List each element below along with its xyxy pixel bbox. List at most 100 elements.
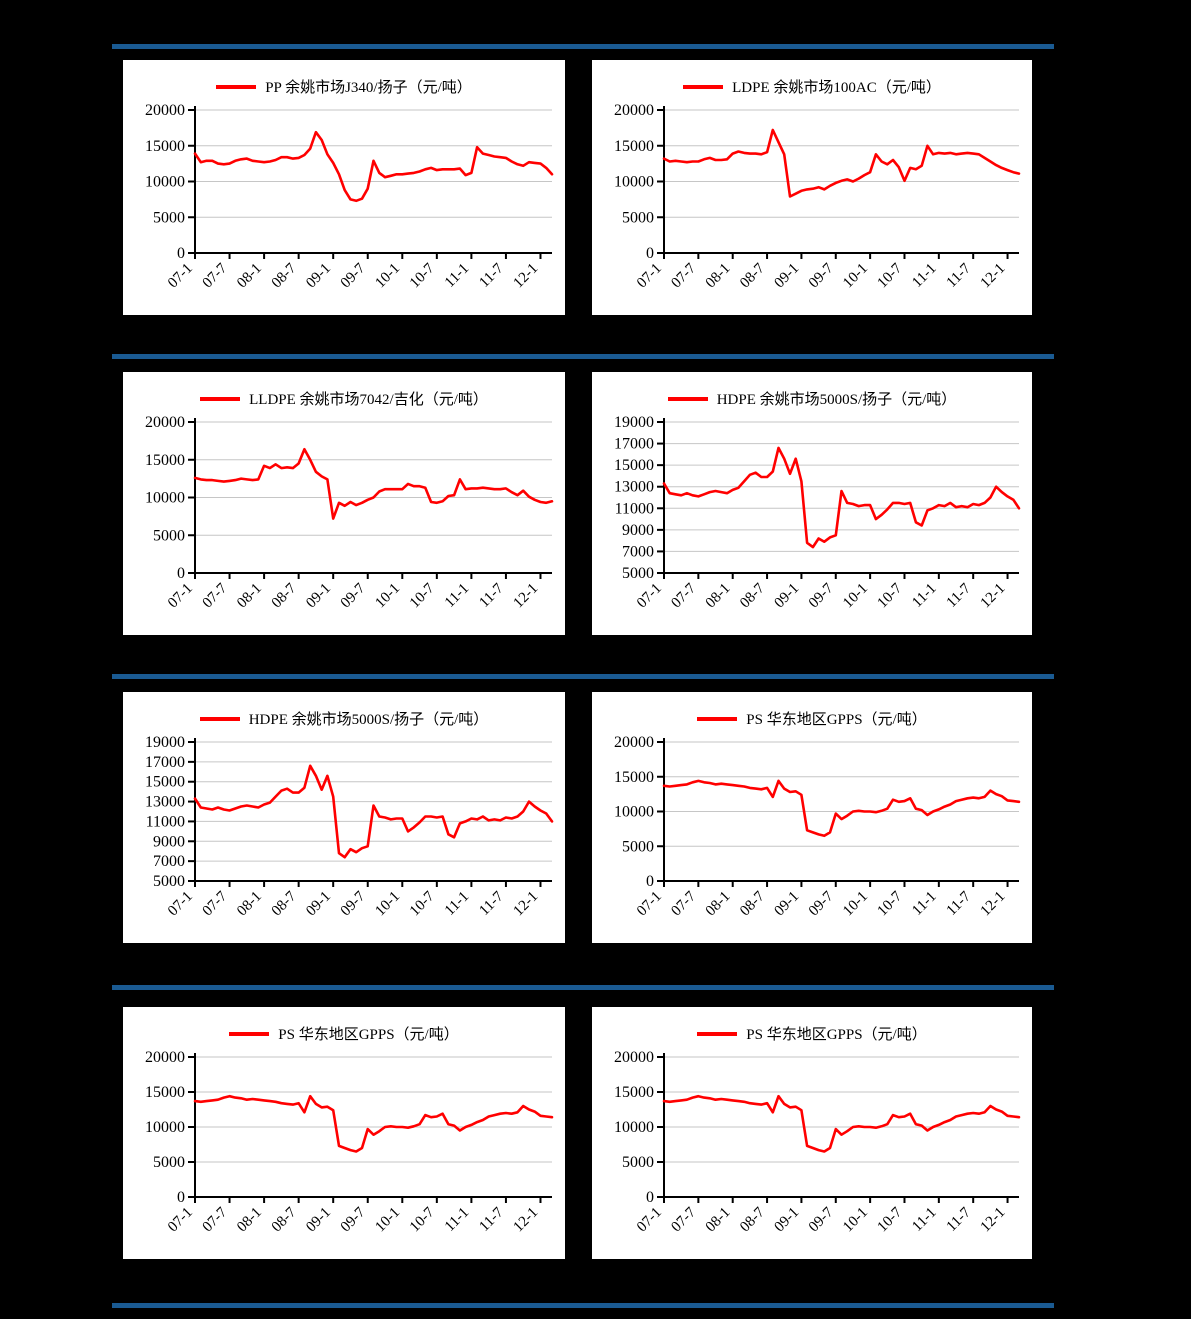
x-tick-label: 10-7: [875, 888, 906, 919]
x-tick-label: 11-1: [909, 261, 939, 291]
price-series-line: [193, 447, 554, 520]
x-tick-label: 11-7: [944, 580, 975, 611]
y-tick-label: 0: [646, 1189, 654, 1206]
x-tick-label: 08-7: [737, 1204, 768, 1235]
x-tick-label: 10-7: [407, 260, 438, 291]
x-tick-label: 11-1: [442, 581, 472, 611]
x-tick-label: 09-7: [338, 888, 369, 919]
separator-bar-4: [112, 985, 1054, 990]
x-tick-label: 12-1: [978, 889, 1009, 920]
y-tick-label: 10000: [145, 1119, 185, 1136]
x-tick-label: 08-7: [737, 888, 768, 919]
chart-panel-7: PS 华东地区GPPS（元/吨） 0 5000 10000 15000 20000 07-1…: [123, 1007, 565, 1259]
y-tick-label: 5000: [622, 209, 654, 226]
x-tick-label: 11-1: [442, 889, 472, 919]
y-tick-label: 5000: [153, 527, 185, 544]
chart-panel-1: PP 余姚市场J340/扬子（元/吨） 0 5000 10000 15000 20000 0…: [123, 60, 565, 315]
y-tick-label: 0: [177, 565, 185, 582]
x-tick-label: 10-7: [875, 260, 906, 291]
x-tick-label: 07-7: [200, 580, 231, 611]
x-tick-label: 11-1: [909, 581, 939, 611]
x-tick-label: 07-1: [634, 581, 665, 612]
x-tick-label: 10-7: [407, 888, 438, 919]
y-tick-label: 5000: [622, 838, 654, 855]
x-tick-label: 10-7: [875, 1204, 906, 1235]
x-tick-label: 08-7: [269, 888, 300, 919]
x-tick-label: 11-7: [476, 260, 507, 291]
price-series-line: [193, 130, 554, 203]
x-tick-label: 08-7: [737, 580, 768, 611]
legend-line-marker: [199, 716, 240, 721]
y-tick-label: 13000: [614, 479, 654, 496]
y-tick-label: 10000: [614, 804, 654, 821]
x-tick-label: 11-7: [944, 260, 975, 291]
y-tick-label: 13000: [145, 794, 185, 811]
x-tick-label: 09-1: [771, 261, 802, 292]
chart-legend: LLDPE 余姚市场7042/吉化（元/吨）: [123, 372, 565, 410]
y-tick-label: 7000: [622, 543, 654, 560]
chart-legend: HDPE 余姚市场5000S/扬子（元/吨）: [123, 692, 565, 730]
x-tick-label: 07-1: [165, 1205, 196, 1236]
y-tick-label: 20000: [145, 1049, 185, 1066]
x-tick-label: 07-1: [634, 1205, 665, 1236]
x-tick-label: 07-7: [668, 888, 699, 919]
x-tick-label: 07-7: [668, 260, 699, 291]
chart-panel-2: LDPE 余姚市场100AC（元/吨） 0 5000 10000 15000 20000 0…: [592, 60, 1032, 315]
legend-series-label: PP 余姚市场J340/扬子（元/吨）: [265, 80, 472, 96]
x-tick-label: 09-7: [806, 1204, 837, 1235]
legend-line-marker: [216, 84, 257, 89]
legend-series-label: PS 华东地区GPPS（元/吨）: [278, 1027, 459, 1043]
x-tick-label: 11-1: [909, 1205, 939, 1235]
x-tick-label: 09-1: [771, 1205, 802, 1236]
chart-legend: PS 华东地区GPPS（元/吨）: [123, 1007, 565, 1045]
x-tick-label: 08-1: [234, 1205, 265, 1236]
x-tick-label: 11-1: [442, 261, 472, 291]
x-tick-label: 08-7: [269, 580, 300, 611]
chart-plot-area: 0 5000 10000 15000 20000 07-1 07-7 08-1 08-7 09-1…: [145, 1049, 554, 1236]
x-tick-label: 11-1: [442, 1205, 472, 1235]
x-tick-label: 08-1: [703, 1205, 734, 1236]
x-tick-label: 08-1: [234, 261, 265, 292]
y-tick-label: 0: [646, 245, 654, 262]
x-tick-label: 08-7: [269, 1204, 300, 1235]
y-tick-label: 19000: [614, 414, 654, 431]
x-tick-label: 12-1: [978, 261, 1009, 292]
x-tick-label: 07-7: [668, 1204, 699, 1235]
x-tick-label: 07-1: [634, 889, 665, 920]
x-tick-label: 07-7: [200, 888, 231, 919]
x-tick-label: 07-1: [165, 889, 196, 920]
y-tick-label: 5000: [622, 1154, 654, 1171]
x-tick-label: 09-7: [338, 260, 369, 291]
chart-legend: PP 余姚市场J340/扬子（元/吨）: [123, 60, 565, 98]
price-series-line: [662, 1094, 1021, 1153]
chart-plot-area: 0 5000 10000 15000 20000 07-1 07-7 08-1 08-7 09-1…: [145, 414, 554, 612]
x-tick-label: 12-1: [978, 1205, 1009, 1236]
y-tick-label: 15000: [145, 1084, 185, 1101]
y-tick-label: 7000: [153, 853, 185, 870]
separator-bar-2: [112, 354, 1054, 359]
y-tick-label: 20000: [614, 734, 654, 751]
x-tick-label: 11-1: [909, 889, 939, 919]
x-tick-label: 08-1: [703, 889, 734, 920]
y-tick-label: 0: [177, 245, 185, 262]
x-tick-label: 11-7: [944, 888, 975, 919]
chart-panel-6: PS 华东地区GPPS（元/吨） 0 5000 10000 15000 20000 07-1…: [592, 692, 1032, 943]
price-series-line: [662, 446, 1021, 549]
y-tick-label: 20000: [614, 102, 654, 119]
x-tick-label: 11-7: [944, 1204, 975, 1235]
legend-series-label: HDPE 余姚市场5000S/扬子（元/吨）: [248, 712, 489, 728]
chart-plot-area: 0 5000 10000 15000 20000 07-1 07-7 08-1 08-7 09-1…: [614, 1049, 1021, 1236]
x-tick-label: 07-1: [165, 261, 196, 292]
y-tick-label: 9000: [153, 833, 185, 850]
x-tick-label: 10-1: [372, 261, 403, 292]
x-tick-label: 08-7: [737, 260, 768, 291]
x-tick-label: 10-1: [372, 1205, 403, 1236]
x-tick-label: 12-1: [511, 581, 542, 612]
y-tick-label: 10000: [614, 174, 654, 191]
chart-legend: PS 华东地区GPPS（元/吨）: [592, 1007, 1032, 1045]
legend-line-marker: [683, 84, 724, 89]
x-tick-label: 09-1: [771, 581, 802, 612]
chart-legend: HDPE 余姚市场5000S/扬子（元/吨）: [592, 372, 1032, 410]
x-tick-label: 11-7: [476, 888, 507, 919]
